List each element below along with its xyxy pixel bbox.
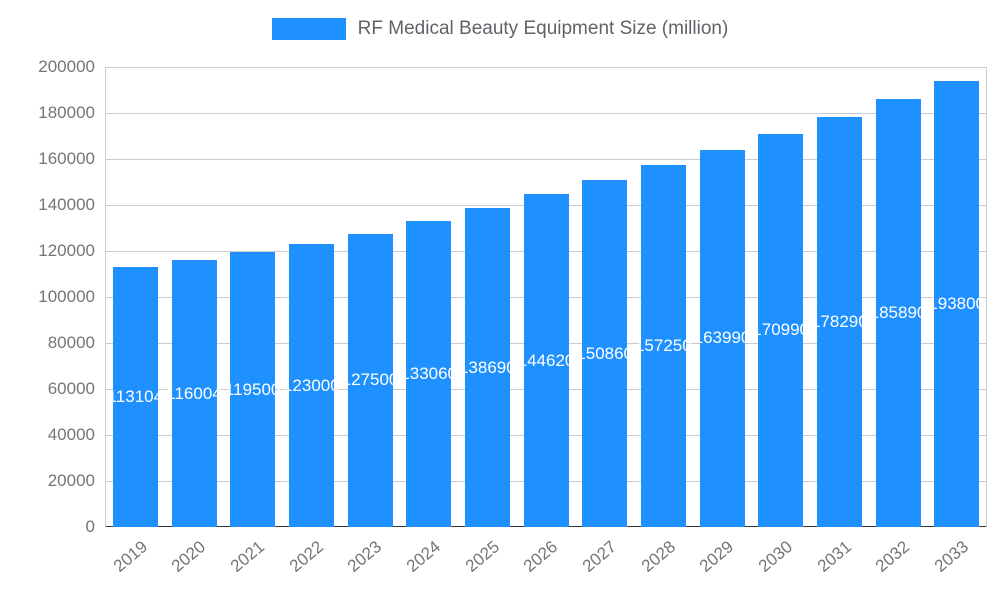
bar-value-label: 113104 (107, 386, 164, 406)
bar-value-label: 178290 (810, 311, 868, 331)
bar-2025[interactable] (464, 208, 510, 527)
bar-2032[interactable] (875, 99, 921, 527)
x-axis-tick-label: 2027 (578, 537, 620, 576)
x-axis-tick-label: 2025 (461, 537, 503, 576)
bar-2021[interactable] (230, 252, 276, 527)
x-axis-tick-label: 2021 (226, 537, 268, 576)
gridline (106, 159, 986, 160)
gridline (106, 113, 986, 114)
bar-2033[interactable] (934, 81, 980, 527)
x-axis-tick-label: 2020 (168, 537, 210, 576)
bar-value-label: 133060 (400, 363, 458, 383)
chart-legend: RF Medical Beauty Equipment Size (millio… (0, 18, 1000, 40)
y-axis-tick-label: 40000 (47, 425, 95, 444)
bar-2031[interactable] (816, 116, 862, 527)
bar-value-label: 163990 (693, 328, 751, 348)
y-axis-tick-label: 100000 (38, 287, 95, 306)
y-axis-tick-label: 20000 (47, 471, 95, 490)
y-axis-tick-label: 200000 (38, 57, 95, 76)
bar-2020[interactable] (171, 260, 217, 527)
bar-2024[interactable] (406, 220, 452, 527)
bar-value-label: 127500 (341, 370, 399, 390)
x-axis-tick-label: 2033 (930, 537, 972, 576)
bar-2019[interactable] (112, 266, 158, 527)
y-axis-tick-label: 80000 (47, 333, 95, 352)
x-axis-tick-label: 2026 (520, 537, 562, 576)
y-axis-tick-label: 140000 (38, 195, 95, 214)
x-axis-tick-label: 2019 (109, 537, 151, 576)
bar-2029[interactable] (699, 149, 745, 527)
y-axis-tick-label: 120000 (38, 241, 95, 260)
bar-2027[interactable] (582, 180, 628, 527)
bar-2026[interactable] (523, 194, 569, 527)
x-axis-tick-label: 2022 (285, 537, 327, 576)
bar-value-label: 185890 (869, 303, 927, 323)
x-axis-tick-label: 2023 (344, 537, 386, 576)
bar-value-label: 157250 (634, 336, 692, 356)
bar-2028[interactable] (640, 165, 686, 527)
x-axis-tick-label: 2029 (696, 537, 738, 576)
plot-area: 113104 116004 119500 123000 127500 133060 1386… (105, 67, 987, 527)
bar-value-label: 119500 (224, 379, 281, 399)
bar-value-label: 170990 (752, 320, 810, 340)
bar-value-label: 116004 (166, 383, 222, 403)
bar-value-label: 193800 (928, 294, 986, 314)
bar-value-label: 144620 (517, 350, 575, 370)
gridline (106, 67, 986, 68)
bar-2023[interactable] (347, 233, 393, 527)
bar-value-label: 123000 (282, 375, 340, 395)
x-axis-tick-label: 2024 (402, 537, 444, 576)
y-axis-tick-label: 60000 (47, 379, 95, 398)
bar-value-label: 138690 (458, 357, 516, 377)
bar-2022[interactable] (288, 244, 334, 527)
y-axis-tick-label: 180000 (38, 103, 95, 122)
legend-color-swatch (271, 18, 346, 40)
x-axis-tick-label: 2030 (754, 537, 796, 576)
bar-2030[interactable] (758, 133, 804, 527)
y-axis-tick-label: 0 (85, 517, 95, 536)
y-axis-tick-label: 160000 (38, 149, 95, 168)
chart-title: RF Medical Beauty Equipment Size (millio… (357, 18, 729, 39)
x-axis-tick-label: 2032 (872, 537, 914, 576)
bar-value-label: 150860 (576, 343, 634, 363)
x-axis-tick-label: 2028 (637, 537, 679, 576)
x-axis-tick-label: 2031 (813, 537, 855, 576)
